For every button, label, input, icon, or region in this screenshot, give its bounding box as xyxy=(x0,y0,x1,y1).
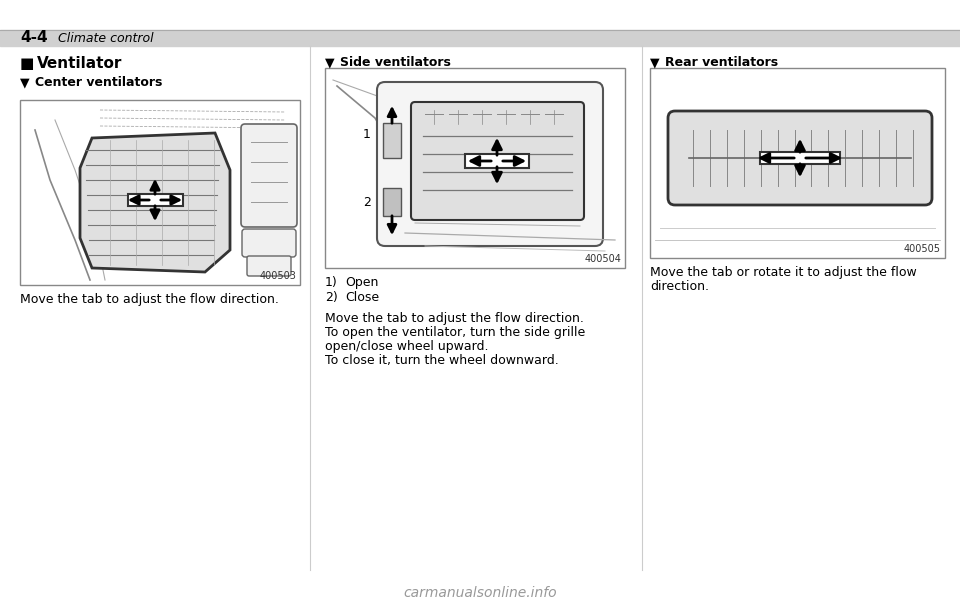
Text: ▼: ▼ xyxy=(325,56,335,69)
Text: 4-4: 4-4 xyxy=(20,31,48,45)
Bar xyxy=(383,123,401,158)
Text: 400505: 400505 xyxy=(904,244,941,254)
Text: Move the tab to adjust the flow direction.: Move the tab to adjust the flow directio… xyxy=(20,293,278,306)
Bar xyxy=(760,152,840,164)
FancyBboxPatch shape xyxy=(247,256,291,276)
Bar xyxy=(465,154,529,168)
Text: Ventilator: Ventilator xyxy=(37,56,122,71)
FancyBboxPatch shape xyxy=(242,229,296,257)
Text: Center ventilators: Center ventilators xyxy=(35,76,162,89)
Text: 1: 1 xyxy=(363,128,371,141)
Text: Move the tab to adjust the flow direction.: Move the tab to adjust the flow directio… xyxy=(325,312,584,325)
Bar xyxy=(128,194,183,206)
Bar xyxy=(325,68,625,268)
Text: Move the tab or rotate it to adjust the flow: Move the tab or rotate it to adjust the … xyxy=(650,266,917,279)
Text: To close it, turn the wheel downward.: To close it, turn the wheel downward. xyxy=(325,354,559,367)
Text: Open: Open xyxy=(345,276,378,289)
Text: 2: 2 xyxy=(363,196,371,209)
Text: carmanualsonline.info: carmanualsonline.info xyxy=(403,586,557,600)
Text: ▼: ▼ xyxy=(650,56,660,69)
Text: 400503: 400503 xyxy=(259,271,296,281)
FancyBboxPatch shape xyxy=(668,111,932,205)
FancyBboxPatch shape xyxy=(377,82,603,246)
Text: ■: ■ xyxy=(20,56,35,71)
Text: Rear ventilators: Rear ventilators xyxy=(665,56,779,69)
Text: To open the ventilator, turn the side grille: To open the ventilator, turn the side gr… xyxy=(325,326,586,339)
Text: open/close wheel upward.: open/close wheel upward. xyxy=(325,340,489,353)
Text: direction.: direction. xyxy=(650,280,709,293)
Bar xyxy=(650,68,945,258)
Text: 2): 2) xyxy=(325,291,338,304)
Text: Close: Close xyxy=(345,291,379,304)
FancyBboxPatch shape xyxy=(411,102,584,220)
Polygon shape xyxy=(80,133,230,272)
Bar xyxy=(383,188,401,216)
FancyBboxPatch shape xyxy=(241,124,297,227)
Text: 1): 1) xyxy=(325,276,338,289)
Text: Side ventilators: Side ventilators xyxy=(340,56,451,69)
Text: ▼: ▼ xyxy=(20,76,30,89)
Text: Climate control: Climate control xyxy=(58,32,154,45)
Text: 400504: 400504 xyxy=(584,254,621,264)
Bar xyxy=(0,30,960,46)
Bar xyxy=(20,100,300,285)
